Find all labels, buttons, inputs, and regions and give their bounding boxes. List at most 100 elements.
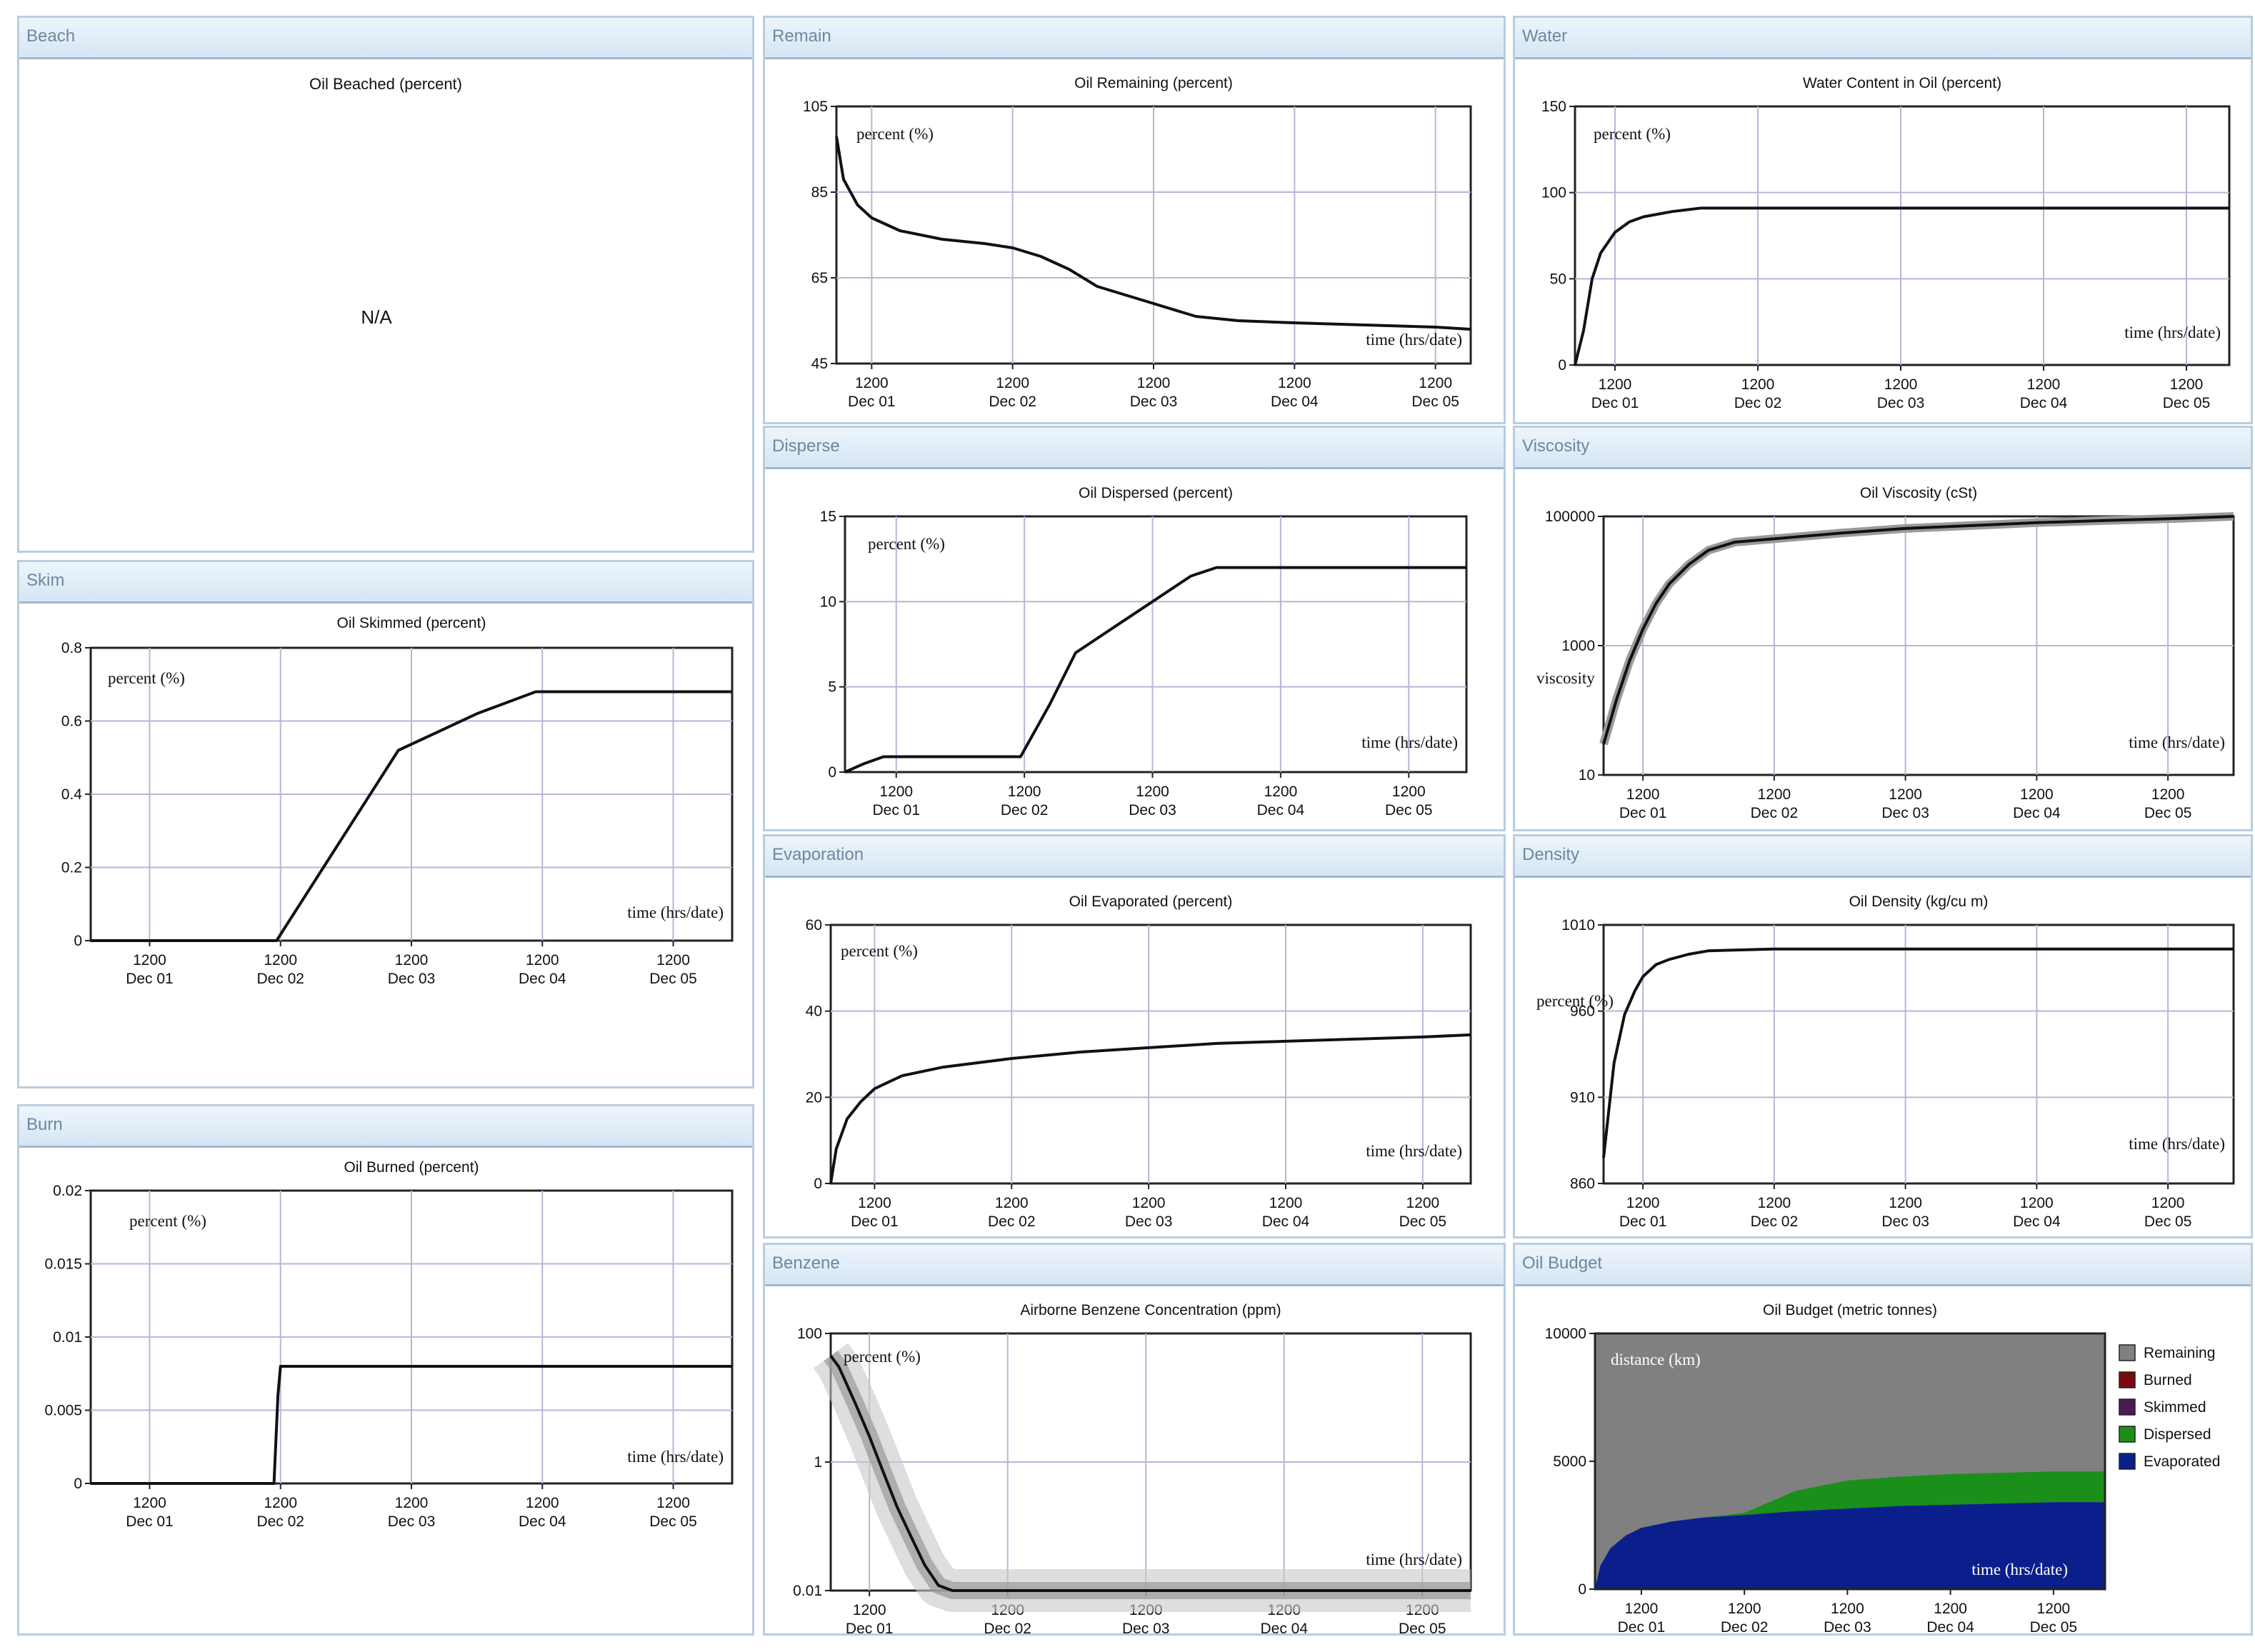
y-tick-label: 100000	[1545, 509, 1595, 525]
y-tick-label: 0.005	[44, 1403, 82, 1419]
x-tick-label: 1200	[1392, 784, 1426, 800]
x-tick-label: 1200	[1884, 376, 1918, 393]
chart-burn: Oil Burned (percent) 1200 Dec 01 1200 Dec 02…	[44, 1159, 734, 1530]
x-axis-label: time (hrs/date)	[1971, 1561, 2068, 1578]
y-tick-label: 0.01	[793, 1583, 822, 1599]
x-tick-label: 1200	[2027, 376, 2061, 393]
x-tick-label: Dec 03	[1881, 1213, 1929, 1230]
x-tick-label: 1200	[1626, 1195, 1660, 1211]
x-axis-label: time (hrs/date)	[2129, 1135, 2225, 1153]
y-axis-label: percent (%)	[856, 125, 934, 143]
x-tick-label: 1200	[1626, 786, 1660, 803]
x-tick-label: 1200	[1264, 784, 1298, 800]
y-tick-label: 20	[806, 1089, 822, 1106]
x-tick-label: Dec 04	[2020, 395, 2068, 411]
x-tick-label: Dec 05	[649, 971, 697, 987]
x-tick-label: 1200	[2170, 376, 2204, 393]
series-line	[91, 690, 732, 942]
y-tick-label: 0.02	[53, 1183, 82, 1199]
y-tick-label: 0	[1558, 357, 1566, 374]
x-tick-label: 1200	[1008, 784, 1041, 800]
x-tick-label: Dec 01	[846, 1621, 894, 1633]
chart-skim: Oil Skimmed (percent) 1200 Dec 01 1200 Dec 0…	[61, 615, 734, 987]
x-tick-label: 1200	[133, 1495, 166, 1511]
x-axis-label: time (hrs/date)	[2124, 324, 2221, 341]
x-tick-label: 1200	[1269, 1195, 1303, 1211]
plot-area	[844, 515, 1468, 774]
panel-header-label: Disperse	[772, 436, 840, 456]
x-tick-label: 1200	[1889, 1195, 1922, 1211]
x-tick-label: Dec 01	[851, 1213, 899, 1230]
x-tick-label: Dec 02	[1751, 805, 1799, 821]
panel-burn: Burn Oil Burned (percent) 1200 Dec 01 1200 D…	[17, 1104, 754, 1636]
y-tick-label: 0	[74, 933, 82, 949]
x-tick-label: Dec 03	[1130, 394, 1178, 410]
x-tick-label: Dec 01	[1618, 1619, 1666, 1633]
panel-header: Oil Budget	[1515, 1245, 2251, 1286]
x-tick-label: 1200	[2020, 1195, 2054, 1211]
y-tick-label: 100	[797, 1326, 822, 1342]
x-tick-label: Dec 05	[649, 1513, 697, 1530]
x-tick-label: Dec 03	[1125, 1213, 1173, 1230]
chart-title: Oil Skimmed (percent)	[337, 615, 486, 631]
panel-header: Water	[1515, 18, 2251, 59]
series-line	[1574, 206, 2229, 366]
panel-header: Beach	[19, 18, 752, 59]
y-tick-label: 15	[820, 509, 836, 525]
plot-area	[829, 923, 1472, 1185]
x-tick-label: 1200	[264, 1495, 297, 1511]
series-line	[829, 1033, 1471, 1184]
y-tick-label: 860	[1570, 1176, 1595, 1192]
x-axis-label: time (hrs/date)	[2129, 734, 2225, 751]
x-tick-label: Dec 01	[1619, 805, 1667, 821]
x-tick-label: 1200	[1278, 375, 1311, 391]
legend-swatch	[2119, 1344, 2136, 1361]
chart-benzene: Airborne Benzene Concentration (ppm) 1200…	[793, 1302, 1472, 1633]
x-tick-label: Dec 03	[1881, 805, 1929, 821]
x-axis-label: time (hrs/date)	[1366, 331, 1462, 349]
y-tick-label: 60	[806, 917, 822, 933]
chart-viscosity: Oil Viscosity (cSt) 1200 Dec 01 1200 Dec 02 1…	[1536, 485, 2235, 821]
x-tick-label: 1200	[2151, 786, 2185, 803]
x-tick-label: Dec 03	[1129, 802, 1176, 819]
x-tick-label: 1200	[1934, 1601, 1967, 1617]
panel-header-label: Evaporation	[772, 845, 864, 864]
panel-skim: Skim Oil Skimmed (percent) 1200 Dec 01 1200…	[17, 560, 754, 1088]
x-tick-label: 1200	[2037, 1601, 2071, 1617]
x-tick-label: 1200	[526, 952, 559, 968]
x-tick-label: 1200	[1758, 786, 1791, 803]
legend-swatch	[2119, 1453, 2136, 1470]
panel-disperse: Disperse Oil Dispersed (percent) 1200 Dec …	[763, 426, 1506, 831]
x-tick-label: 1200	[1831, 1601, 1864, 1617]
x-tick-label: 1200	[1741, 376, 1775, 393]
plot-area	[1602, 923, 2235, 1185]
x-tick-label: 1200	[1132, 1195, 1166, 1211]
y-tick-label: 85	[811, 184, 828, 201]
x-tick-label: 1200	[656, 1495, 690, 1511]
x-tick-label: 1200	[995, 1195, 1029, 1211]
y-axis-label: percent (%)	[1594, 125, 1671, 143]
panel-beach: Beach Oil Beached (percent) N/A	[17, 16, 754, 553]
chart-water: Water Content in Oil (percent) 1200 Dec 01…	[1541, 75, 2231, 411]
y-tick-label: 0	[828, 764, 836, 781]
x-tick-label: 1200	[133, 952, 166, 968]
y-tick-label: 0.2	[61, 860, 82, 876]
legend-label: Dispersed	[2144, 1426, 2211, 1443]
x-tick-label: 1200	[395, 952, 429, 968]
x-tick-label: Dec 02	[1751, 1213, 1799, 1230]
x-tick-label: Dec 05	[2163, 395, 2211, 411]
series-line	[1602, 947, 2234, 1158]
x-tick-label: Dec 02	[988, 1213, 1036, 1230]
panel-evaporation: Evaporation Oil Evaporated (percent) 1200…	[763, 834, 1506, 1238]
x-tick-label: Dec 05	[2144, 1213, 2192, 1230]
x-tick-label: Dec 05	[1399, 1213, 1447, 1230]
x-tick-label: Dec 04	[1926, 1619, 1974, 1633]
y-tick-label: 100	[1541, 185, 1566, 201]
chart-beach: Oil Beached (percent) N/A	[309, 75, 462, 328]
panel-header-label: Viscosity	[1522, 436, 1590, 456]
panel-header-label: Water	[1522, 26, 1568, 46]
legend-swatch	[2119, 1371, 2136, 1388]
chart-title: Water Content in Oil (percent)	[1803, 75, 2001, 91]
x-tick-label: Dec 01	[126, 1513, 174, 1530]
chart-title: Oil Density (kg/cu m)	[1849, 893, 1989, 910]
